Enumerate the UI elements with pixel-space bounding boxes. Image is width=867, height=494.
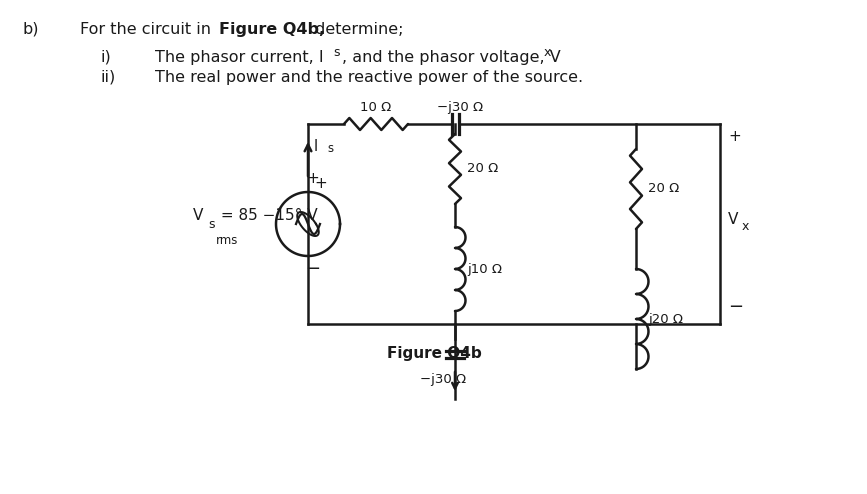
Text: b): b): [22, 22, 38, 37]
Text: , and the phasor voltage, V: , and the phasor voltage, V: [342, 50, 561, 65]
Text: s: s: [208, 217, 214, 231]
Text: 20 Ω: 20 Ω: [648, 182, 679, 196]
Text: +: +: [728, 129, 740, 144]
Text: The phasor current, I: The phasor current, I: [155, 50, 323, 65]
Text: −: −: [728, 298, 743, 316]
Text: Figure Q4b: Figure Q4b: [387, 346, 481, 361]
Text: 10 Ω: 10 Ω: [361, 101, 392, 114]
Text: For the circuit in: For the circuit in: [80, 22, 216, 37]
Text: −j30 Ω: −j30 Ω: [420, 372, 466, 385]
Text: rms: rms: [216, 234, 238, 247]
Text: V: V: [193, 208, 204, 223]
Text: j10 Ω: j10 Ω: [467, 262, 502, 276]
Text: −: −: [305, 260, 321, 278]
Text: = 85 −15° V: = 85 −15° V: [216, 208, 317, 223]
Text: s: s: [333, 46, 340, 59]
Text: V: V: [728, 211, 739, 227]
Text: +: +: [314, 176, 327, 192]
Text: s: s: [327, 142, 333, 155]
Text: x: x: [544, 46, 551, 59]
Text: 20 Ω: 20 Ω: [467, 163, 499, 175]
Text: −j30 Ω: −j30 Ω: [437, 101, 483, 114]
Text: x: x: [742, 220, 749, 234]
Text: ii): ii): [100, 70, 115, 85]
Text: j20 Ω: j20 Ω: [648, 313, 683, 326]
Text: +: +: [307, 171, 319, 186]
Text: i): i): [100, 50, 111, 65]
Text: The real power and the reactive power of the source.: The real power and the reactive power of…: [155, 70, 583, 85]
Text: Figure Q4b,: Figure Q4b,: [219, 22, 325, 37]
Text: determine;: determine;: [310, 22, 403, 37]
Text: I: I: [314, 139, 318, 154]
